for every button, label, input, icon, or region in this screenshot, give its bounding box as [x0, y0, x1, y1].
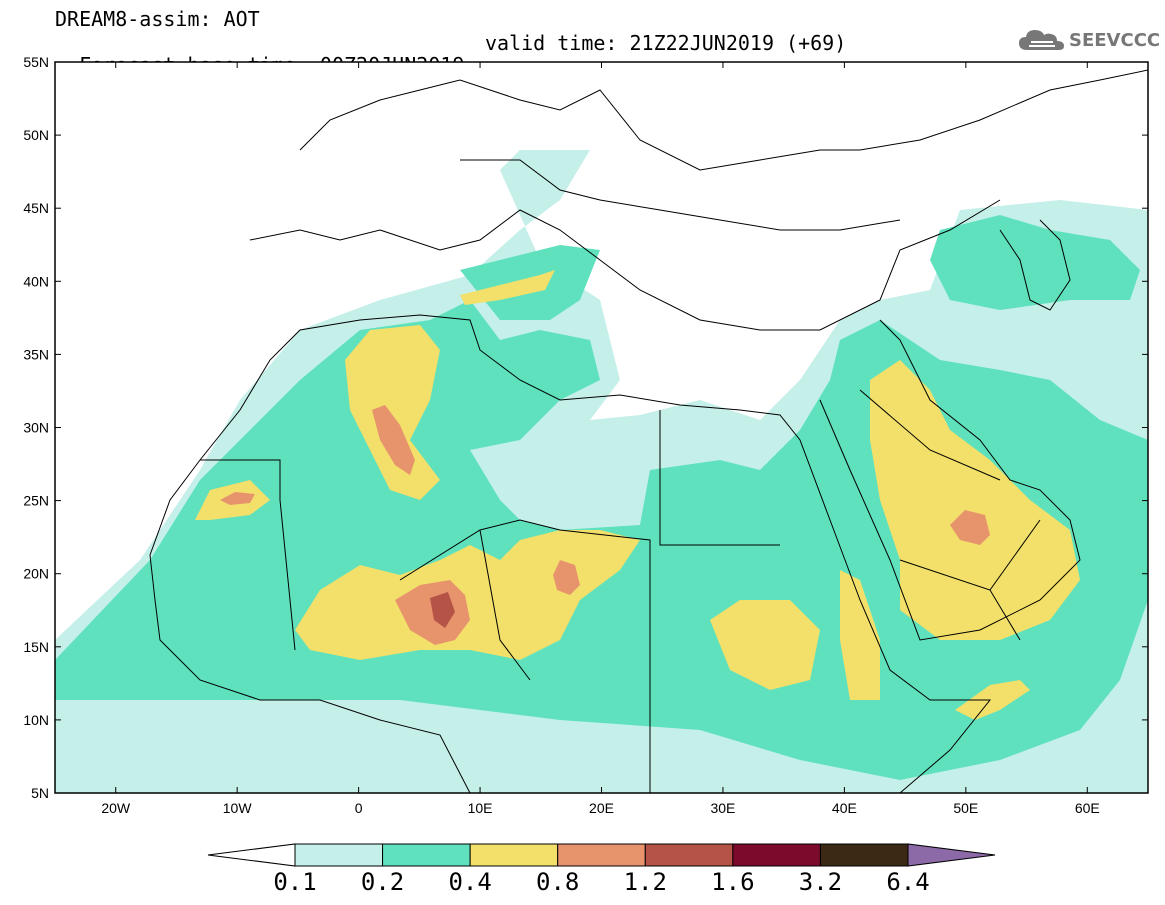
colorbar-swatch	[469, 843, 559, 867]
colorbar-label: 0.2	[360, 868, 405, 896]
aot-band-0.4-algeria	[345, 325, 440, 500]
colorbar-swatch	[732, 843, 821, 867]
colorbar-swatch	[382, 843, 471, 867]
lon-label: 20W	[101, 800, 131, 816]
longitude-axis: 20W 10W 0 10E 20E 30E 40E 50E 60E	[101, 62, 1100, 816]
map-title: DREAM8-assim: AOT	[55, 7, 260, 31]
colorbar-swatch	[644, 843, 734, 867]
borders-arabia	[859, 389, 1041, 641]
lat-label: 35N	[23, 346, 49, 362]
lon-label: 30E	[710, 800, 735, 816]
colorbar-label: 0.1	[273, 868, 317, 896]
colorbar-swatch	[294, 843, 384, 867]
colorbar-label: 0.8	[536, 868, 580, 896]
aot-band-0.4-italy	[460, 270, 555, 305]
arabia-coast	[819, 319, 1081, 641]
africa-coast	[149, 314, 992, 793]
lat-label: 25N	[23, 493, 49, 509]
colorbar-over-triangle	[907, 843, 996, 867]
lat-label: 30N	[23, 420, 49, 436]
aot-band-0.4-arabia	[870, 360, 1080, 640]
aot-band-0.2-caspian	[930, 215, 1140, 310]
aot-band-0.8-chad	[553, 560, 580, 595]
colorbar-label: 1.6	[711, 868, 755, 896]
lon-label: 10E	[468, 800, 493, 816]
colorbar-label: 6.4	[886, 868, 930, 896]
aot-band-1.2	[430, 592, 455, 628]
aot-field	[55, 62, 1148, 793]
lat-label: 40N	[23, 273, 49, 289]
aot-band-0.8-saudi	[950, 510, 990, 545]
cloud-icon	[1019, 30, 1064, 50]
lat-label: 20N	[23, 566, 49, 582]
lon-label: 20E	[589, 800, 614, 816]
aot-band-0.4-sudan	[710, 600, 820, 690]
lon-label: 0	[355, 800, 363, 816]
lat-label: 10N	[23, 712, 49, 728]
lat-label: 5N	[31, 785, 49, 801]
borders-africa	[200, 410, 780, 793]
caspian-coast	[999, 219, 1071, 311]
valid-time: valid time: 21Z22JUN2019 (+69)	[485, 31, 847, 55]
borders-europe	[299, 69, 1148, 231]
coastlines	[149, 69, 1148, 793]
colorbar-under-triangle	[207, 843, 296, 867]
colorbar	[207, 843, 996, 867]
lon-label: 40E	[832, 800, 857, 816]
europe-coast	[249, 199, 1001, 331]
logo-text: SEEVCCC	[1069, 30, 1161, 51]
colorbar-label: 1.2	[623, 868, 667, 896]
aot-band-0.8-niger	[395, 580, 470, 645]
aot-band-0.8-mauritania	[220, 492, 255, 505]
colorbar-label: 0.4	[448, 868, 492, 896]
lon-label: 10W	[223, 800, 253, 816]
aot-band-0.4-redsea	[840, 570, 880, 700]
aot-band-0.4-somalia	[955, 680, 1030, 720]
aot-band-0.8-algeria	[372, 405, 415, 475]
colorbar-swatch	[557, 843, 646, 867]
lon-label: 50E	[953, 800, 978, 816]
colorbar-label: 3.2	[798, 868, 843, 896]
aot-band-0.4-sahel	[295, 530, 640, 660]
lat-label: 50N	[23, 127, 49, 143]
latitude-axis: 55N 50N 45N 40N 35N 30N 25N 20N 15N 10N 5N	[23, 54, 1148, 801]
lon-label: 60E	[1075, 800, 1100, 816]
lat-label: 15N	[23, 639, 49, 655]
seevccc-logo: SEEVCCC	[1017, 26, 1161, 56]
lat-label: 55N	[23, 54, 49, 70]
west-africa-coast	[149, 554, 471, 793]
lat-label: 45N	[23, 200, 49, 216]
colorbar-swatch	[819, 843, 909, 867]
